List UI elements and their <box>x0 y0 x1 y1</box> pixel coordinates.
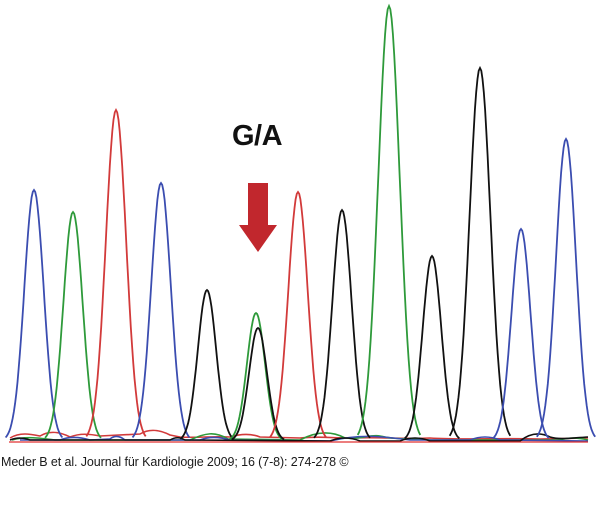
peak-T <box>268 190 328 439</box>
peak-A <box>356 3 422 436</box>
peak-G <box>404 254 460 440</box>
peak-A <box>229 311 283 440</box>
peak-C <box>492 227 550 439</box>
peak-C <box>4 188 64 439</box>
peak-G <box>313 208 371 439</box>
peak-G <box>448 65 512 437</box>
mutation-label: G/A <box>232 120 283 152</box>
chromatogram-plot <box>4 3 596 443</box>
arrow-down-icon <box>239 183 277 252</box>
baseline-noise <box>9 429 589 442</box>
noise-trace <box>9 433 589 442</box>
peak-T <box>85 107 147 437</box>
peak-C <box>131 181 191 438</box>
peak-A <box>44 210 102 439</box>
peak-C <box>536 137 596 438</box>
peak-G <box>179 288 235 440</box>
citation-caption: Meder B et al. Journal für Kardiologie 2… <box>1 455 349 469</box>
chromatogram-peaks <box>4 3 596 441</box>
